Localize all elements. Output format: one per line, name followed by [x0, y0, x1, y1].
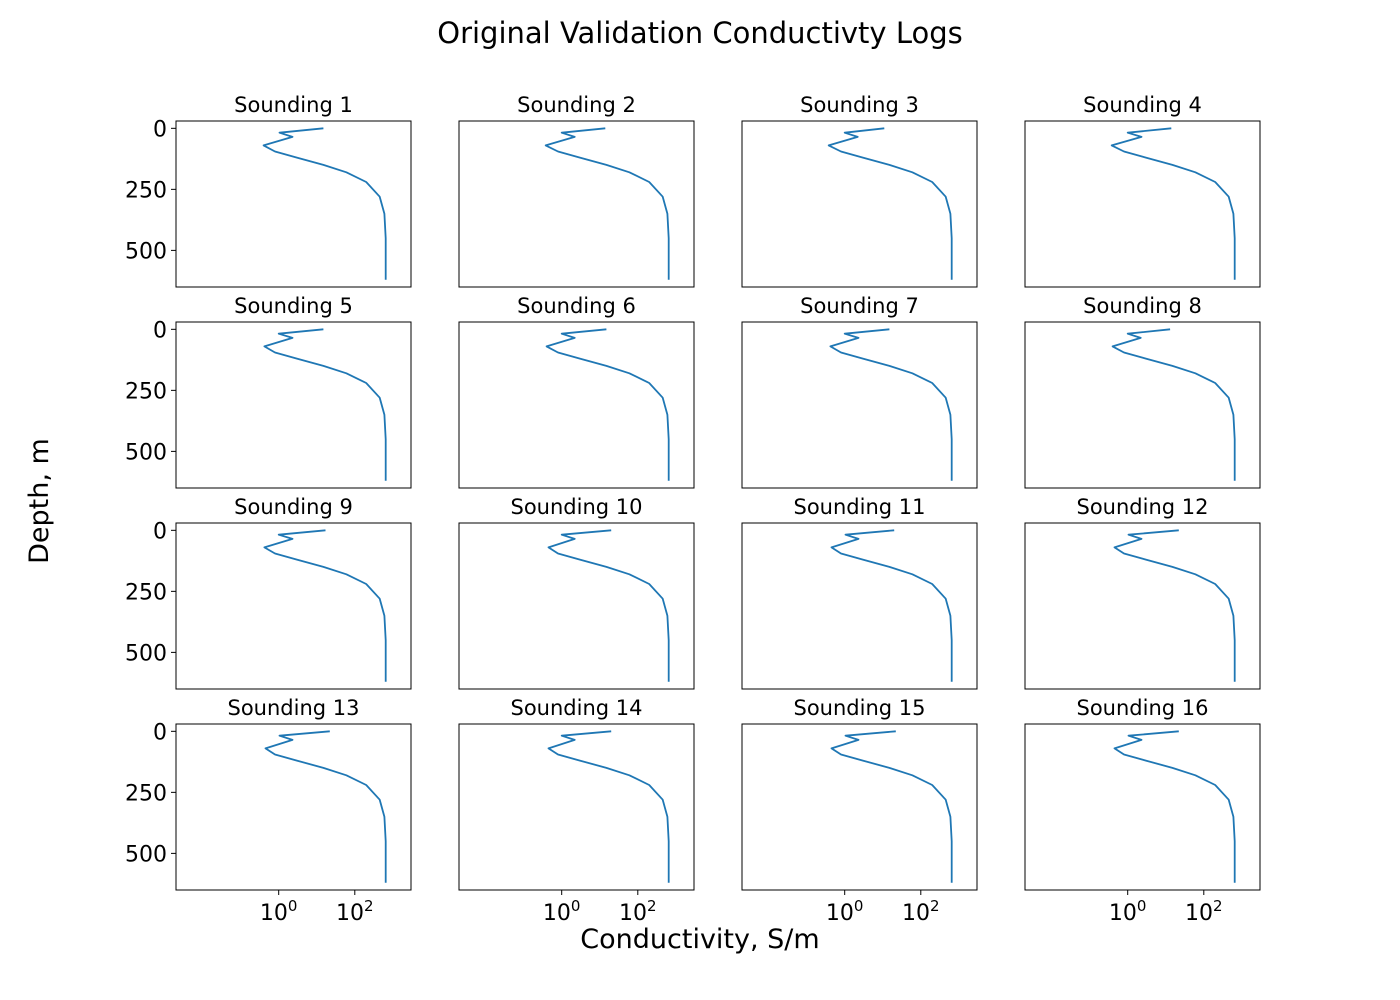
axes-frame — [175, 522, 412, 690]
y-tick-label: 250 — [125, 781, 167, 806]
axes-frame — [458, 120, 695, 288]
subplot-sounding-15: Sounding 15 100 102 — [741, 696, 978, 926]
subplot-sounding-11: Sounding 11 — [741, 495, 978, 690]
y-tick-label: 250 — [125, 379, 167, 404]
x-tick-label: 100 — [543, 897, 581, 926]
subplot-title: Sounding 4 — [1083, 93, 1202, 117]
subplot-title: Sounding 16 — [1077, 696, 1209, 720]
series-line — [264, 730, 387, 883]
series-line — [1113, 529, 1236, 682]
y-tick-label: 0 — [153, 519, 167, 544]
axes-frame — [741, 321, 978, 489]
axes-frame — [175, 120, 412, 288]
series-line — [1113, 730, 1236, 883]
series-line — [830, 730, 953, 883]
subplot-title: Sounding 15 — [794, 696, 926, 720]
subplot-title: Sounding 1 — [234, 93, 353, 117]
series-line — [830, 529, 953, 682]
axes-frame — [458, 321, 695, 489]
subplot-title: Sounding 7 — [800, 294, 919, 318]
series-line — [545, 328, 670, 481]
subplot-sounding-7: Sounding 7 — [741, 294, 978, 489]
subplot-title: Sounding 2 — [517, 93, 636, 117]
subplot-title: Sounding 8 — [1083, 294, 1202, 318]
x-tick-label: 100 — [1109, 897, 1147, 926]
series-line — [263, 328, 387, 481]
subplot-title: Sounding 6 — [517, 294, 636, 318]
y-tick-label: 250 — [125, 178, 167, 203]
subplot-title: Sounding 9 — [234, 495, 353, 519]
axes-frame — [1024, 120, 1261, 288]
series-line — [1111, 328, 1236, 481]
subplot-sounding-6: Sounding 6 — [458, 294, 695, 489]
subplot-title: Sounding 11 — [794, 495, 926, 519]
subplot-title: Sounding 14 — [511, 696, 643, 720]
x-tick-label: 102 — [902, 897, 940, 926]
y-tick-label: 500 — [125, 641, 167, 666]
x-tick-label: 100 — [260, 897, 298, 926]
x-tick-label: 102 — [336, 897, 374, 926]
subplot-sounding-2: Sounding 2 — [458, 93, 695, 288]
series-line — [547, 529, 670, 682]
x-tick-label: 100 — [826, 897, 864, 926]
y-tick-label: 0 — [153, 117, 167, 142]
subplot-sounding-3: Sounding 3 — [741, 93, 978, 288]
subplot-title: Sounding 13 — [228, 696, 360, 720]
subplot-title: Sounding 10 — [511, 495, 643, 519]
axes-frame — [175, 321, 412, 489]
subplot-title: Sounding 5 — [234, 294, 353, 318]
series-line — [263, 529, 387, 682]
subplot-sounding-14: Sounding 14 100 102 — [458, 696, 695, 926]
subplot-title: Sounding 12 — [1077, 495, 1209, 519]
series-line — [829, 328, 953, 481]
series-line — [827, 127, 953, 280]
y-tick-label: 500 — [125, 239, 167, 264]
subplot-sounding-13: Sounding 13 0 250 500 100 102 — [125, 696, 412, 926]
y-tick-label: 500 — [125, 440, 167, 465]
y-tick-label: 500 — [125, 842, 167, 867]
axes-frame — [175, 723, 412, 891]
axes-frame — [1024, 321, 1261, 489]
axes-frame — [1024, 522, 1261, 690]
subplot-sounding-12: Sounding 12 — [1024, 495, 1261, 690]
x-tick-label: 102 — [1185, 897, 1223, 926]
axes-frame — [741, 120, 978, 288]
y-tick-label: 0 — [153, 720, 167, 745]
subplot-sounding-5: Sounding 5 0 250 500 — [125, 294, 412, 489]
subplot-sounding-4: Sounding 4 — [1024, 93, 1261, 288]
y-axis-label: Depth, m — [24, 438, 55, 564]
y-tick-label: 250 — [125, 580, 167, 605]
series-line — [262, 127, 387, 280]
series-line — [547, 730, 670, 883]
y-tick-label: 0 — [153, 318, 167, 343]
axes-frame — [1024, 723, 1261, 891]
subplot-sounding-16: Sounding 16 100 102 — [1024, 696, 1261, 926]
x-tick-label: 102 — [619, 897, 657, 926]
subplot-sounding-1: Sounding 1 0 250 500 — [125, 93, 412, 288]
axes-frame — [741, 723, 978, 891]
x-axis-label: Conductivity, S/m — [580, 924, 819, 955]
axes-frame — [741, 522, 978, 690]
figure-title: Original Validation Conductivty Logs — [437, 16, 962, 50]
series-line — [1110, 127, 1236, 280]
subplot-sounding-8: Sounding 8 — [1024, 294, 1261, 489]
subplot-sounding-9: Sounding 9 0 250 500 — [125, 495, 412, 690]
subplot-title: Sounding 3 — [800, 93, 919, 117]
axes-frame — [458, 522, 695, 690]
axes-frame — [458, 723, 695, 891]
subplot-sounding-10: Sounding 10 — [458, 495, 695, 690]
series-line — [544, 127, 670, 280]
